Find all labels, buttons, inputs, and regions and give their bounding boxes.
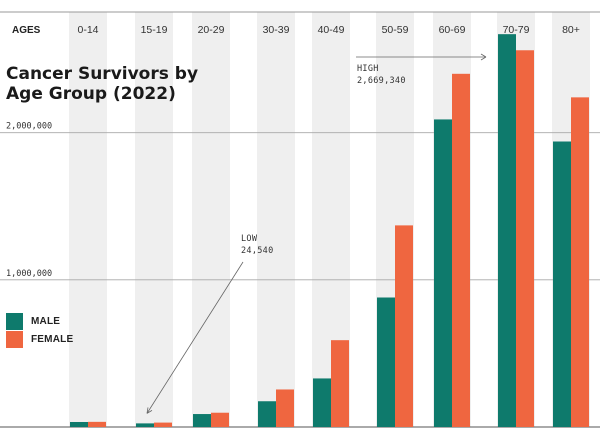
legend-label-male: MALE [31,315,61,327]
y-tick-labels: 1,000,000 2,000,000 [6,122,52,279]
low-arrow-line [146,261,244,414]
bar-male-50-59 [377,297,395,427]
bar-male-15-19 [136,423,154,427]
bar-female-80+ [571,97,589,427]
bar-female-60-69 [452,73,470,428]
high-annotation-value: 2,669,340 [357,76,406,86]
low-annotation: LOW 24,540 [241,233,274,257]
y-tick-label: 2,000,000 [6,122,52,132]
legend: MALE FEMALE [6,312,73,348]
bar-female-30-39 [276,389,294,427]
column-band-20-29 [192,12,230,427]
legend-item-female: FEMALE [6,330,73,348]
category-label: 80+ [562,24,580,36]
axis-header: AGES [12,25,41,36]
bar-male-60-69 [434,119,452,427]
bar-male-20-29 [193,414,211,427]
bar-female-40-49 [331,340,349,427]
legend-swatch-male [6,312,23,330]
bar-female-15-19 [154,422,172,427]
bar-male-0-14 [70,421,88,427]
low-annotation-label: LOW [241,234,258,244]
category-labels: 0-14 15-19 20-29 30-39 40-49 50-59 60-69 70-79 8… [77,24,579,36]
category-label: 0-14 [77,24,98,36]
bar-female-0-14 [88,421,106,427]
column-band-15-19 [135,12,173,427]
high-arrow-head [480,53,487,61]
high-annotation-label: HIGH [357,64,379,74]
category-label: 40-49 [318,24,345,36]
bar-male-80+ [553,141,571,427]
low-arrow-head [146,407,153,414]
category-label: 30-39 [263,24,290,36]
column-band-30-39 [257,12,295,427]
high-annotation: HIGH 2,669,340 [357,63,406,87]
annotation-arrows [146,53,487,414]
category-label: 20-29 [198,24,225,36]
y-tick-label: 1,000,000 [6,269,52,279]
category-label: 70-79 [503,24,530,36]
bar-female-50-59 [395,225,413,427]
column-band-0-14 [69,12,107,427]
chart-title-line-1: Cancer Survivors by [6,64,199,84]
chart-title: Cancer Survivors by Age Group (2022) [6,64,206,104]
bar-female-20-29 [211,412,229,427]
legend-item-male: MALE [6,312,73,330]
bar-male-40-49 [313,378,331,427]
category-label: 50-59 [382,24,409,36]
legend-label-female: FEMALE [31,333,74,345]
category-label: 60-69 [439,24,466,36]
bar-female-70-79 [516,50,534,427]
legend-swatch-female [6,330,23,348]
bar-male-70-79 [498,34,516,427]
bars [70,34,589,428]
chart-title-line-2: Age Group (2022) [6,84,176,104]
category-label: 15-19 [141,24,168,36]
bar-male-30-39 [258,401,276,427]
low-annotation-value: 24,540 [241,246,274,256]
